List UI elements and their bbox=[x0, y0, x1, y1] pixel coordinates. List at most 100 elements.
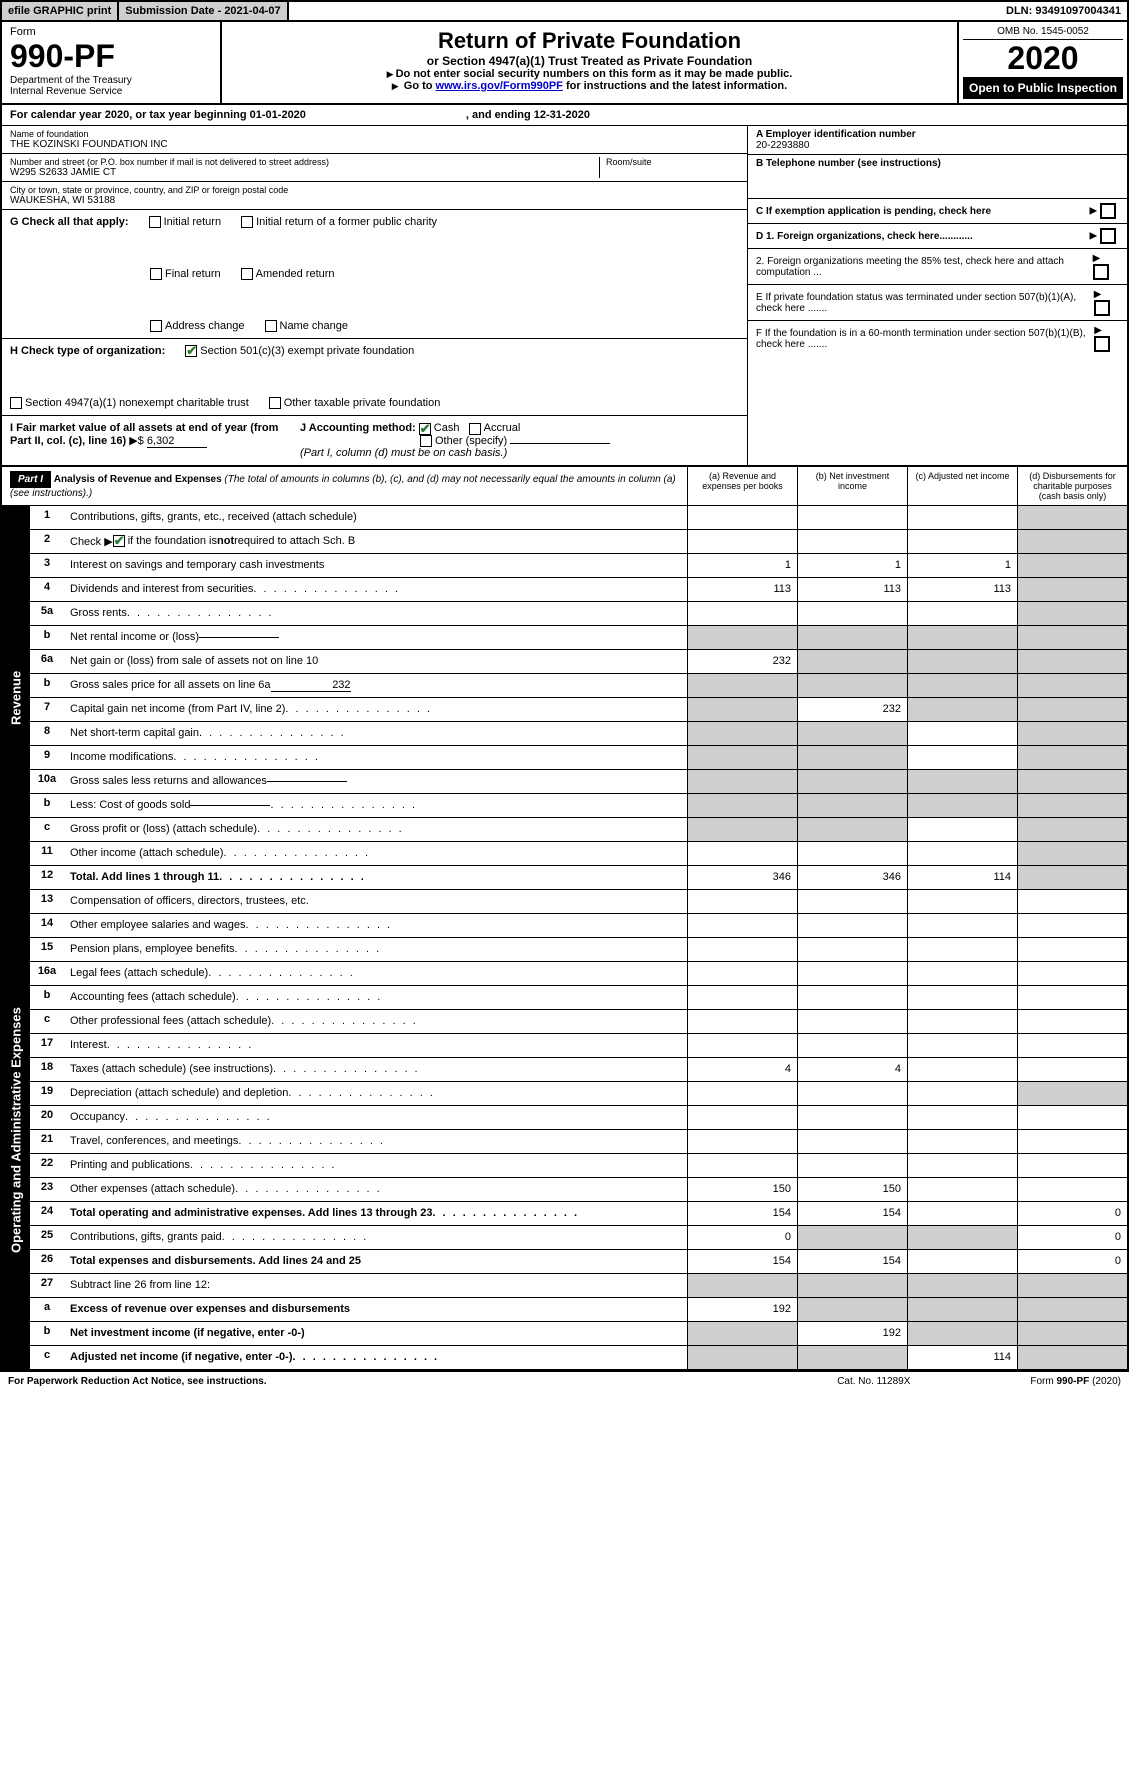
cell-shaded bbox=[1017, 602, 1127, 625]
line-6a: 6aNet gain or (loss) from sale of assets… bbox=[30, 650, 1127, 674]
check-name-change[interactable] bbox=[265, 320, 277, 332]
cell-value: 4 bbox=[797, 1058, 907, 1081]
line-number: 14 bbox=[30, 914, 64, 937]
cell-value bbox=[907, 722, 1017, 745]
line-26: 26Total expenses and disbursements. Add … bbox=[30, 1250, 1127, 1274]
cell-shaded bbox=[687, 1322, 797, 1345]
line-23: 23Other expenses (attach schedule)150150 bbox=[30, 1178, 1127, 1202]
line-number: c bbox=[30, 1346, 64, 1369]
check-initial-public[interactable] bbox=[241, 216, 253, 228]
cell-value bbox=[1017, 962, 1127, 985]
cell-shaded bbox=[797, 746, 907, 769]
cell-shaded bbox=[1017, 554, 1127, 577]
check-4947[interactable] bbox=[10, 397, 22, 409]
cell-shaded bbox=[1017, 818, 1127, 841]
line-number: 25 bbox=[30, 1226, 64, 1249]
cell-shaded bbox=[687, 1346, 797, 1369]
cell-shaded bbox=[797, 1226, 907, 1249]
line-label: Capital gain net income (from Part IV, l… bbox=[64, 698, 687, 721]
cell-value bbox=[907, 962, 1017, 985]
expenses-body: 13Compensation of officers, directors, t… bbox=[30, 890, 1127, 1370]
line-number: 18 bbox=[30, 1058, 64, 1081]
irs-link[interactable]: www.irs.gov/Form990PF bbox=[436, 80, 563, 92]
check-initial-return[interactable] bbox=[149, 216, 161, 228]
check-foreign-org[interactable] bbox=[1100, 228, 1116, 244]
revenue-body: 1Contributions, gifts, grants, etc., rec… bbox=[30, 506, 1127, 890]
line-10a: 10aGross sales less returns and allowanc… bbox=[30, 770, 1127, 794]
entity-info: Name of foundation THE KOZINSKI FOUNDATI… bbox=[2, 126, 1127, 467]
check-address-change[interactable] bbox=[150, 320, 162, 332]
cell-value bbox=[797, 1154, 907, 1177]
page-footer: For Paperwork Reduction Act Notice, see … bbox=[0, 1372, 1129, 1391]
line-label: Excess of revenue over expenses and disb… bbox=[64, 1298, 687, 1321]
line-number: 8 bbox=[30, 722, 64, 745]
check-85pct[interactable] bbox=[1093, 264, 1109, 280]
cell-value bbox=[687, 1034, 797, 1057]
line-label: Depreciation (attach schedule) and deple… bbox=[64, 1082, 687, 1105]
col-a-head: (a) Revenue and expenses per books bbox=[687, 467, 797, 505]
line-11: 11Other income (attach schedule) bbox=[30, 842, 1127, 866]
check-other-taxable[interactable] bbox=[269, 397, 281, 409]
c-check: C If exemption application is pending, c… bbox=[748, 199, 1127, 224]
revenue-section: Revenue 1Contributions, gifts, grants, e… bbox=[2, 506, 1127, 890]
header-center: Return of Private Foundation or Section … bbox=[222, 22, 957, 103]
cell-value bbox=[907, 1082, 1017, 1105]
check-501c3[interactable] bbox=[185, 345, 197, 357]
i-j-row: I Fair market value of all assets at end… bbox=[2, 416, 747, 464]
line-label: Other expenses (attach schedule) bbox=[64, 1178, 687, 1201]
cell-value bbox=[1017, 890, 1127, 913]
line-label: Taxes (attach schedule) (see instruction… bbox=[64, 1058, 687, 1081]
cell-value bbox=[907, 1250, 1017, 1273]
cell-value: 232 bbox=[797, 698, 907, 721]
check-exemption-pending[interactable] bbox=[1100, 203, 1116, 219]
check-sch-b[interactable] bbox=[113, 535, 125, 547]
cell-value bbox=[1017, 1010, 1127, 1033]
line-number: 7 bbox=[30, 698, 64, 721]
check-cash[interactable] bbox=[419, 423, 431, 435]
check-final-return[interactable] bbox=[150, 268, 162, 280]
line-label: Contributions, gifts, grants, etc., rece… bbox=[64, 506, 687, 529]
check-other-method[interactable] bbox=[420, 435, 432, 447]
line-number: 9 bbox=[30, 746, 64, 769]
line-number: b bbox=[30, 674, 64, 697]
check-60month[interactable] bbox=[1094, 336, 1110, 352]
cell-value bbox=[797, 1034, 907, 1057]
cell-value bbox=[907, 506, 1017, 529]
cell-shaded bbox=[687, 770, 797, 793]
line-label: Accounting fees (attach schedule) bbox=[64, 986, 687, 1009]
expenses-section: Operating and Administrative Expenses 13… bbox=[2, 890, 1127, 1370]
line-label: Contributions, gifts, grants paid bbox=[64, 1226, 687, 1249]
tax-year: 2020 bbox=[963, 40, 1123, 77]
cell-value bbox=[687, 938, 797, 961]
line-label: Interest on savings and temporary cash i… bbox=[64, 554, 687, 577]
line-27: 27Subtract line 26 from line 12: bbox=[30, 1274, 1127, 1298]
cell-value bbox=[1017, 986, 1127, 1009]
line-label: Printing and publications bbox=[64, 1154, 687, 1177]
line-label: Other employee salaries and wages bbox=[64, 914, 687, 937]
cell-value bbox=[687, 1010, 797, 1033]
check-accrual[interactable] bbox=[469, 423, 481, 435]
line-b: bAccounting fees (attach schedule) bbox=[30, 986, 1127, 1010]
line-21: 21Travel, conferences, and meetings bbox=[30, 1130, 1127, 1154]
cell-value bbox=[907, 1130, 1017, 1153]
cell-value bbox=[687, 962, 797, 985]
top-bar: efile GRAPHIC print Submission Date - 20… bbox=[2, 2, 1127, 22]
line-label: Gross sales less returns and allowances bbox=[64, 770, 687, 793]
footer-left: For Paperwork Reduction Act Notice, see … bbox=[8, 1376, 267, 1387]
cell-shaded bbox=[797, 722, 907, 745]
cell-shaded bbox=[687, 626, 797, 649]
line-label: Total expenses and disbursements. Add li… bbox=[64, 1250, 687, 1273]
cell-value bbox=[687, 1106, 797, 1129]
instr-2: Go to www.irs.gov/Form990PF for instruct… bbox=[228, 80, 951, 92]
line-label: Net rental income or (loss) bbox=[64, 626, 687, 649]
check-terminated[interactable] bbox=[1094, 300, 1110, 316]
check-amended[interactable] bbox=[241, 268, 253, 280]
col-d-head: (d) Disbursements for charitable purpose… bbox=[1017, 467, 1127, 505]
revenue-tab: Revenue bbox=[2, 506, 30, 890]
cell-value bbox=[907, 986, 1017, 1009]
header-left: Form 990-PF Department of the Treasury I… bbox=[2, 22, 222, 103]
cell-value bbox=[797, 506, 907, 529]
address: W295 S2633 JAMIE CT bbox=[10, 167, 599, 178]
e-check: E If private foundation status was termi… bbox=[748, 285, 1127, 321]
cell-value: 113 bbox=[797, 578, 907, 601]
